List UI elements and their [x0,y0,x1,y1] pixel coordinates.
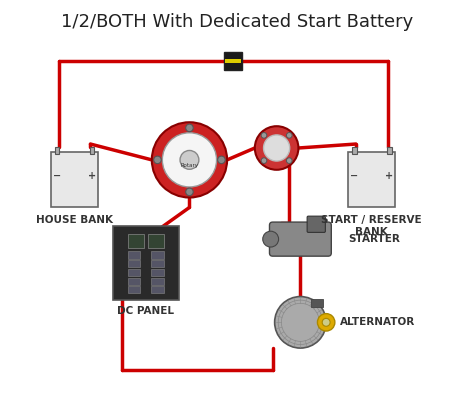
Text: 1/2/BOTH With Dedicated Start Battery: 1/2/BOTH With Dedicated Start Battery [61,13,413,31]
Circle shape [261,132,267,138]
Text: Rotary: Rotary [181,163,199,168]
FancyBboxPatch shape [151,251,164,259]
Circle shape [163,133,217,187]
FancyBboxPatch shape [51,152,98,207]
FancyBboxPatch shape [128,251,140,259]
Text: +: + [385,171,393,181]
Circle shape [261,158,267,164]
Text: −: − [350,171,358,181]
Circle shape [286,158,292,164]
Text: ALTERNATOR: ALTERNATOR [340,317,415,327]
FancyBboxPatch shape [307,216,325,232]
Circle shape [180,150,199,169]
Bar [90,147,94,154]
FancyBboxPatch shape [224,52,242,69]
FancyBboxPatch shape [128,234,144,248]
Circle shape [264,135,290,161]
Circle shape [286,132,292,138]
FancyBboxPatch shape [151,260,164,267]
FancyBboxPatch shape [311,298,323,307]
Circle shape [263,231,279,247]
FancyBboxPatch shape [270,222,331,256]
FancyBboxPatch shape [151,269,164,276]
FancyBboxPatch shape [148,234,164,248]
FancyBboxPatch shape [128,269,140,276]
FancyBboxPatch shape [128,286,140,293]
Circle shape [274,296,326,348]
Circle shape [318,314,335,331]
Text: STARTER: STARTER [348,234,400,244]
Circle shape [186,188,193,196]
Text: HOUSE BANK: HOUSE BANK [36,215,113,225]
Circle shape [152,122,227,198]
FancyBboxPatch shape [128,278,140,285]
Bar [225,59,241,63]
FancyBboxPatch shape [113,226,179,300]
Text: +: + [88,171,96,181]
Text: −: − [53,171,61,181]
FancyBboxPatch shape [151,286,164,293]
Circle shape [186,124,193,132]
Bar [352,147,356,154]
FancyBboxPatch shape [128,260,140,267]
FancyBboxPatch shape [348,152,395,207]
Text: DC PANEL: DC PANEL [118,306,174,316]
Circle shape [218,156,225,164]
Bar [55,147,60,154]
Circle shape [322,318,330,326]
Circle shape [255,126,299,170]
FancyBboxPatch shape [151,278,164,285]
Bar [387,147,392,154]
Circle shape [154,156,161,164]
Text: START / RESERVE
BANK: START / RESERVE BANK [321,215,422,237]
